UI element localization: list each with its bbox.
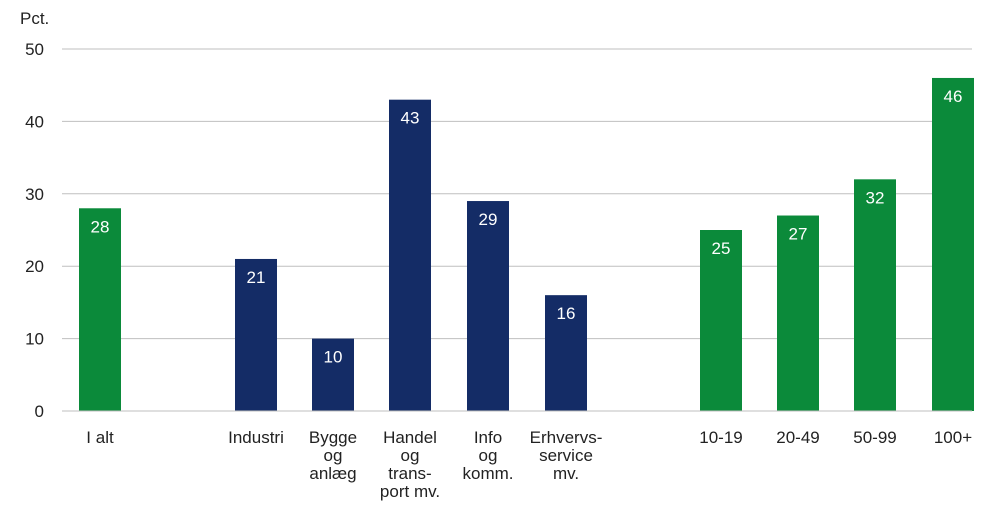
category-label-line: trans- <box>388 464 431 483</box>
category-label: 10-19 <box>699 428 742 447</box>
category-label-line: 100+ <box>934 428 972 447</box>
category-label-line: 10-19 <box>699 428 742 447</box>
bars <box>79 77 974 412</box>
bar-value-label: 25 <box>712 239 731 258</box>
category-label-line: Info <box>474 428 502 447</box>
category-label-line: og <box>401 446 420 465</box>
bar <box>235 258 277 411</box>
gridlines <box>62 48 972 340</box>
y-tick-label: 10 <box>25 330 44 349</box>
category-label-line: Handel <box>383 428 437 447</box>
bar-value-label: 28 <box>91 217 110 236</box>
category-label-line: Industri <box>228 428 284 447</box>
category-label-line: Erhvervs- <box>530 428 603 447</box>
bar-value-label: 32 <box>866 188 885 207</box>
y-tick-label: 20 <box>25 257 44 276</box>
y-tick-label: 0 <box>35 402 44 421</box>
bar <box>777 215 819 411</box>
bar <box>389 99 431 412</box>
bar-value-label: 43 <box>401 109 420 128</box>
category-label-line: service <box>539 446 593 465</box>
y-axis-label: Pct. <box>20 9 49 28</box>
bar <box>312 338 354 411</box>
bar <box>467 201 509 411</box>
bar <box>854 179 896 411</box>
bar <box>932 77 974 412</box>
y-tick-label: 30 <box>25 185 44 204</box>
value-labels: 28 21 10 43 29 16 25 27 32 46 <box>91 87 963 367</box>
category-label: Handel og trans-port mv. <box>380 428 440 501</box>
y-tick-label: 40 <box>25 112 44 131</box>
bar-value-label: 27 <box>789 225 808 244</box>
category-label: Bygge og anlæg <box>309 428 357 483</box>
category-label: 20-49 <box>776 428 819 447</box>
bar <box>79 208 121 411</box>
bar-value-label: 16 <box>557 304 576 323</box>
bar <box>700 230 742 411</box>
category-label: I alt <box>86 428 114 447</box>
bar <box>545 295 587 411</box>
category-label-line: Bygge <box>309 428 357 447</box>
category-label-line: mv. <box>553 464 579 483</box>
category-label-line: 20-49 <box>776 428 819 447</box>
category-label-line: I alt <box>86 428 114 447</box>
y-axis-ticks: 0 10 20 30 40 50 <box>25 40 44 421</box>
category-label-line: og <box>324 446 343 465</box>
bar-value-label: 29 <box>479 210 498 229</box>
category-label: Erhvervs-service mv. <box>530 428 603 483</box>
bar-value-label: 21 <box>247 268 266 287</box>
category-label-line: og <box>479 446 498 465</box>
category-label-line: anlæg <box>309 464 356 483</box>
bar-value-label: 10 <box>324 348 343 367</box>
bar-value-label: 46 <box>944 87 963 106</box>
y-tick-label: 50 <box>25 40 44 59</box>
category-label: Info og komm. <box>463 428 514 483</box>
category-label-line: komm. <box>463 464 514 483</box>
category-label: 50-99 <box>853 428 896 447</box>
category-label: 100+ <box>934 428 972 447</box>
category-label-line: 50-99 <box>853 428 896 447</box>
category-label-line: port mv. <box>380 482 440 501</box>
category-label: Industri <box>228 428 284 447</box>
